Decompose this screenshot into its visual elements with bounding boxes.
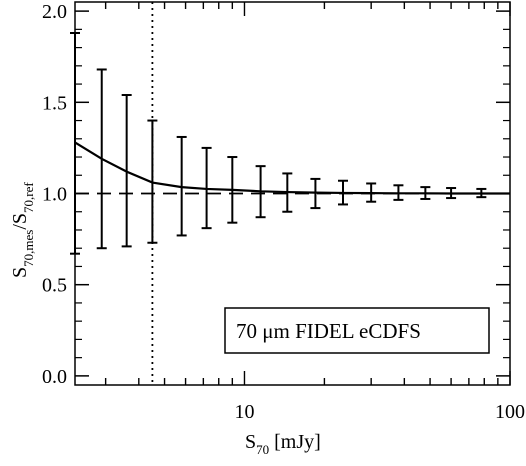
y-axis-label-num-sub: 70,mes [21, 230, 36, 267]
x-axis-label-sub: 70 [256, 442, 269, 457]
legend-text: 70 μm FIDEL eCDFS [236, 319, 421, 343]
y-tick-label: 0.5 [42, 275, 67, 297]
tick-labels: 0.0 0.5 1.0 1.5 2.0 10 100 [42, 1, 525, 423]
x-axis-label-base: S [245, 431, 256, 453]
y-tick-label: 2.0 [42, 1, 67, 23]
axis-ticks [75, 2, 511, 385]
x-tick-label: 10 [234, 401, 254, 423]
y-axis-label-den-base: S [9, 213, 31, 224]
error-bars [70, 32, 487, 255]
y-tick-label: 1.0 [42, 184, 67, 206]
y-axis-label-den-sub: 70,ref [21, 182, 36, 213]
y-tick-label: 0.0 [42, 366, 67, 388]
legend-frame [224, 307, 490, 354]
y-axis-label-num-base: S [9, 267, 31, 278]
y-axis-label-slash: / [9, 224, 31, 230]
y-tick-label: 1.5 [42, 92, 67, 114]
x-axis-label-suffix: [mJy] [269, 431, 321, 453]
x-tick-label: 100 [495, 401, 525, 423]
x-axis-label: S70 [mJy] [245, 431, 321, 457]
series-line [74, 141, 510, 195]
legend-box: 70 μm FIDEL eCDFS [224, 307, 490, 354]
y-axis-label: S70,mes/S70,ref [9, 182, 36, 278]
